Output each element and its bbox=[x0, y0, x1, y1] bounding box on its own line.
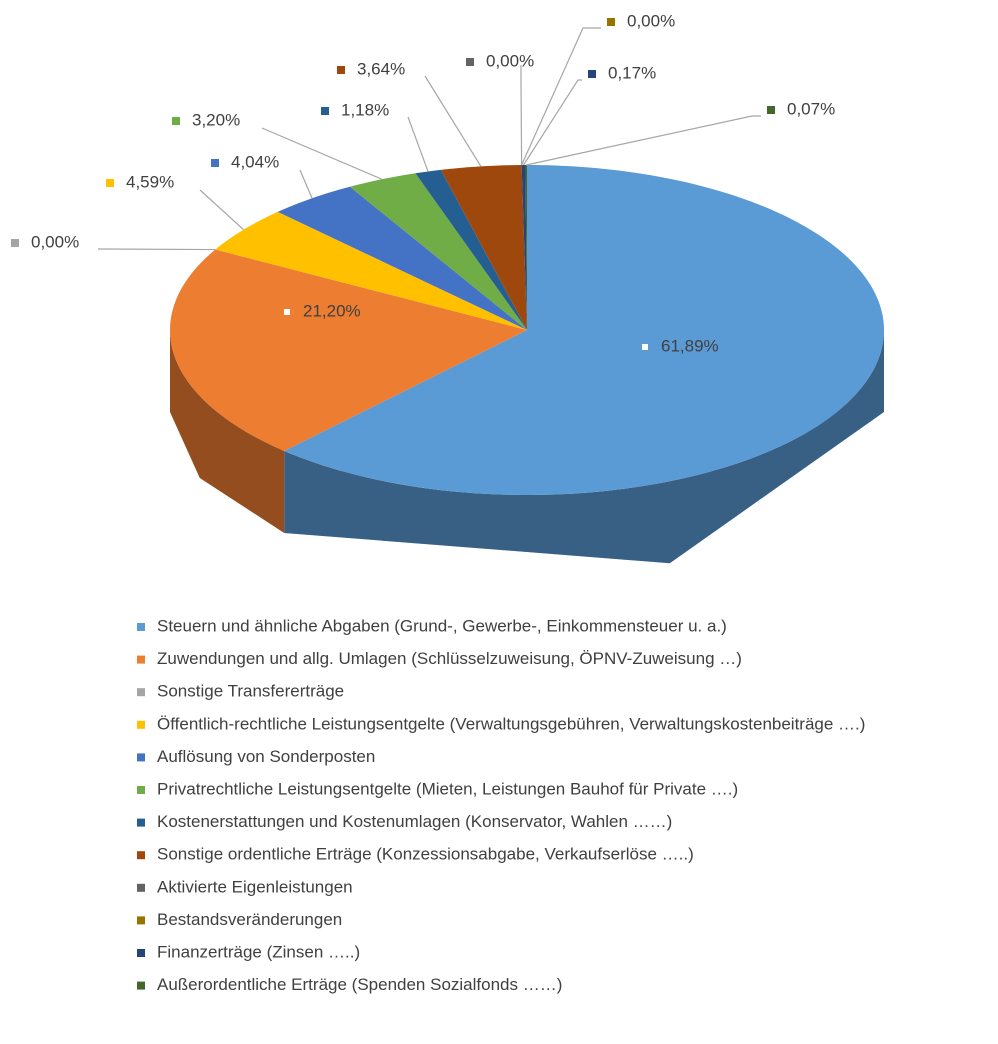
slice-side bbox=[284, 330, 885, 564]
legend-key bbox=[137, 883, 145, 892]
legend-key bbox=[137, 916, 145, 925]
data-label: 3,64% bbox=[357, 59, 405, 78]
legend-key bbox=[137, 851, 145, 860]
leader-line bbox=[97, 248, 216, 251]
legend-key bbox=[137, 655, 145, 664]
legend-label: Privatrechtliche Leistungsentgelte (Miet… bbox=[157, 779, 738, 798]
label-key bbox=[767, 106, 775, 114]
data-label: 3,20% bbox=[192, 110, 240, 129]
slice-side-shade bbox=[170, 330, 285, 533]
data-label: 0,07% bbox=[787, 99, 835, 118]
label-key-inner bbox=[642, 344, 648, 350]
legend-label: Zuwendungen und allg. Umlagen (Schlüssel… bbox=[157, 649, 742, 668]
label-key bbox=[588, 70, 596, 78]
data-label: 21,20% bbox=[303, 301, 361, 320]
slice-side-face bbox=[170, 330, 285, 533]
legend-label: Finanzerträge (Zinsen …..) bbox=[157, 942, 360, 961]
leader-line bbox=[261, 127, 383, 180]
leader-line bbox=[199, 189, 244, 231]
leader-line bbox=[407, 116, 429, 172]
legend-label: Öffentlich-rechtliche Leistungsentgelte … bbox=[157, 714, 865, 733]
label-key bbox=[607, 18, 615, 26]
leader-line bbox=[299, 169, 313, 199]
legend-label: Steuern und ähnliche Abgaben (Grund-, Ge… bbox=[157, 616, 727, 635]
slice bbox=[277, 186, 527, 330]
legend-key bbox=[137, 623, 145, 631]
slice bbox=[170, 249, 527, 451]
data-label: 0,00% bbox=[31, 232, 79, 251]
slice bbox=[521, 165, 527, 330]
legend-key bbox=[137, 981, 145, 990]
legend-label: Auflösung von Sonderposten bbox=[157, 747, 375, 766]
leader-line bbox=[526, 115, 761, 166]
slice bbox=[284, 165, 885, 495]
leader-line bbox=[523, 79, 582, 166]
label-key bbox=[466, 58, 474, 66]
slice bbox=[415, 169, 527, 330]
label-key bbox=[211, 159, 219, 167]
label-key-inner bbox=[284, 309, 290, 315]
slice-side-face bbox=[284, 330, 885, 564]
label-key bbox=[11, 239, 19, 247]
legend-key bbox=[137, 753, 145, 762]
label-key bbox=[337, 66, 345, 74]
data-label: 61,89% bbox=[661, 336, 719, 355]
legend-key bbox=[137, 786, 145, 794]
slice-side-shade bbox=[284, 330, 885, 564]
legend-label: Kostenerstattungen und Kostenumlagen (Ko… bbox=[157, 812, 672, 831]
label-key bbox=[106, 179, 114, 187]
data-label: 0,00% bbox=[627, 11, 675, 30]
data-label: 1,18% bbox=[341, 100, 389, 119]
legend-key bbox=[137, 818, 145, 827]
data-label: 4,59% bbox=[126, 172, 174, 191]
leader-line bbox=[424, 75, 482, 167]
label-key bbox=[321, 107, 329, 115]
label-key bbox=[172, 117, 180, 125]
legend-key bbox=[137, 688, 145, 697]
legend-label: Außerordentliche Erträge (Spenden Sozial… bbox=[157, 975, 562, 994]
legend-key bbox=[137, 720, 145, 729]
legend-label: Sonstige ordentliche Erträge (Konzession… bbox=[157, 845, 694, 864]
slice bbox=[525, 165, 527, 330]
legend-key bbox=[137, 949, 145, 957]
leader-line bbox=[520, 65, 523, 166]
leader-line bbox=[521, 27, 601, 166]
slice bbox=[215, 211, 527, 330]
slice bbox=[349, 173, 527, 330]
legend-label: Sonstige Transfererträge bbox=[157, 682, 344, 701]
data-label: 0,00% bbox=[486, 51, 534, 70]
slice bbox=[440, 165, 527, 330]
pie-sides bbox=[170, 330, 885, 564]
legend-label: Bestandsveränderungen bbox=[157, 910, 342, 929]
data-label: 0,17% bbox=[608, 63, 656, 82]
data-label: 4,04% bbox=[231, 152, 279, 171]
slice-side bbox=[170, 330, 285, 533]
legend-label: Aktivierte Eigenleistungen bbox=[157, 877, 353, 896]
